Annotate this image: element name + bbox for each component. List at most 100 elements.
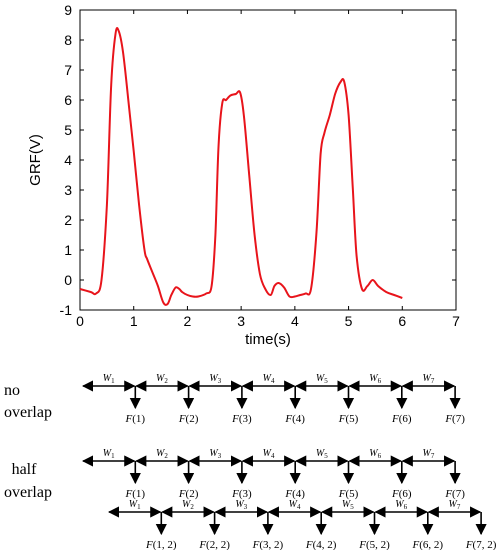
y-tick-label: 2 bbox=[64, 212, 72, 228]
series-layer bbox=[79, 27, 403, 306]
feature-label: F(3, 2) bbox=[252, 539, 284, 550]
feature-index: (3, 2) bbox=[259, 539, 283, 550]
feature-letter: F bbox=[125, 488, 133, 500]
x-tick-label: 7 bbox=[452, 313, 460, 329]
window-label: W3 bbox=[209, 448, 221, 460]
feature-index: (4) bbox=[292, 488, 305, 500]
feature-letter: F bbox=[125, 413, 133, 425]
feature-index: (5) bbox=[345, 488, 358, 500]
feature-index: (6) bbox=[399, 413, 412, 425]
window-label: W5 bbox=[342, 499, 354, 511]
window-label: W2 bbox=[182, 499, 194, 511]
window-label: W6 bbox=[395, 499, 407, 511]
feature-letter: F bbox=[412, 539, 420, 550]
feature-label: F(4, 2) bbox=[305, 539, 337, 550]
feature-index: (2) bbox=[186, 488, 199, 500]
window-letter: W bbox=[235, 499, 245, 510]
feature-label: F(5) bbox=[338, 413, 359, 425]
feature-label: F(7) bbox=[444, 488, 465, 500]
window-index: 5 bbox=[350, 503, 354, 511]
feature-label: F(6) bbox=[391, 488, 412, 500]
x-tick-label: 2 bbox=[184, 313, 192, 329]
window-letter: W bbox=[263, 373, 273, 384]
y-axis-label: GRF(V) bbox=[27, 134, 44, 186]
window-index: 5 bbox=[324, 452, 328, 460]
window-letter: W bbox=[316, 448, 326, 459]
feature-label: F(2) bbox=[178, 488, 199, 500]
window-letter: W bbox=[423, 373, 433, 384]
feature-letter: F bbox=[444, 488, 452, 500]
window-index: 3 bbox=[218, 452, 222, 460]
window-label: W6 bbox=[369, 373, 381, 385]
feature-index: (5) bbox=[345, 413, 358, 425]
window-index: 6 bbox=[378, 452, 382, 460]
row-label-overlap-2: overlap bbox=[4, 484, 52, 501]
window-letter: W bbox=[369, 448, 379, 459]
window-label: W2 bbox=[156, 373, 168, 385]
window-index: 5 bbox=[324, 377, 328, 385]
x-tick-label: 0 bbox=[76, 313, 84, 329]
window-label: W1 bbox=[103, 448, 115, 460]
feature-index: (2) bbox=[186, 413, 199, 425]
window-letter: W bbox=[156, 448, 166, 459]
window-label: W7 bbox=[449, 499, 461, 511]
feature-letter: F bbox=[305, 539, 313, 550]
window-letter: W bbox=[369, 373, 379, 384]
feature-index: (6, 2) bbox=[419, 539, 443, 550]
feature-index: (3) bbox=[239, 488, 252, 500]
feature-letter: F bbox=[444, 413, 452, 425]
window-label: W5 bbox=[316, 373, 328, 385]
y-tick-label: 6 bbox=[64, 92, 72, 108]
row-no-overlap: W1F(1)W2F(2)W3F(3)W4F(4)W5F(5)W6F(6)W7F(… bbox=[81, 373, 465, 425]
feature-index: (3) bbox=[239, 413, 252, 425]
feature-label: F(6, 2) bbox=[412, 539, 444, 550]
window-letter: W bbox=[103, 448, 113, 459]
feature-label: F(2, 2) bbox=[198, 539, 230, 550]
x-tick-label: 3 bbox=[237, 313, 245, 329]
window-letter: W bbox=[316, 373, 326, 384]
window-letter: W bbox=[289, 499, 299, 510]
feature-label: F(5) bbox=[338, 488, 359, 500]
feature-letter: F bbox=[231, 413, 239, 425]
feature-index: (7) bbox=[452, 488, 465, 500]
window-index: 2 bbox=[164, 377, 168, 385]
window-label: W1 bbox=[129, 499, 141, 511]
window-label: W4 bbox=[263, 373, 275, 385]
window-index: 1 bbox=[111, 377, 115, 385]
window-label: W5 bbox=[316, 448, 328, 460]
window-index: 2 bbox=[190, 503, 194, 511]
feature-letter: F bbox=[178, 413, 186, 425]
feature-letter: F bbox=[252, 539, 260, 550]
feature-index: (5, 2) bbox=[366, 539, 390, 550]
y-axis-ticks: -1 0 1 2 3 4 5 6 7 8 9 bbox=[60, 2, 456, 318]
diagram-rows: W1F(1)W2F(2)W3F(3)W4F(4)W5F(5)W6F(6)W7F(… bbox=[81, 373, 497, 550]
window-label: W3 bbox=[235, 499, 247, 511]
feature-index: (7) bbox=[452, 413, 465, 425]
feature-label: F(4) bbox=[284, 488, 305, 500]
windowing-diagram: no overlap half overlap W1F(1)W2F(2)W3F(… bbox=[4, 373, 497, 550]
window-label: W7 bbox=[423, 448, 435, 460]
y-tick-label: 5 bbox=[64, 122, 72, 138]
x-axis-ticks: 0 1 2 3 4 5 6 7 bbox=[76, 10, 460, 329]
row-label-overlap-1: overlap bbox=[4, 404, 52, 421]
window-letter: W bbox=[209, 373, 219, 384]
feature-index: (4) bbox=[292, 413, 305, 425]
window-letter: W bbox=[209, 448, 219, 459]
feature-label: F(1) bbox=[125, 413, 146, 425]
feature-label: F(3) bbox=[231, 413, 252, 425]
row-label-no: no bbox=[4, 382, 20, 399]
feature-label: F(2) bbox=[178, 413, 199, 425]
window-index: 3 bbox=[218, 377, 222, 385]
x-tick-label: 4 bbox=[291, 313, 299, 329]
feature-letter: F bbox=[284, 488, 292, 500]
feature-letter: F bbox=[145, 539, 153, 550]
row-half-overlap-a: W1F(1)W2F(2)W3F(3)W4F(4)W5F(5)W6F(6)W7F(… bbox=[81, 448, 465, 500]
feature-letter: F bbox=[198, 539, 206, 550]
y-tick-label: 3 bbox=[64, 182, 72, 198]
feature-index: (7, 2) bbox=[473, 539, 497, 550]
window-letter: W bbox=[103, 373, 113, 384]
window-letter: W bbox=[129, 499, 139, 510]
window-index: 4 bbox=[271, 377, 275, 385]
